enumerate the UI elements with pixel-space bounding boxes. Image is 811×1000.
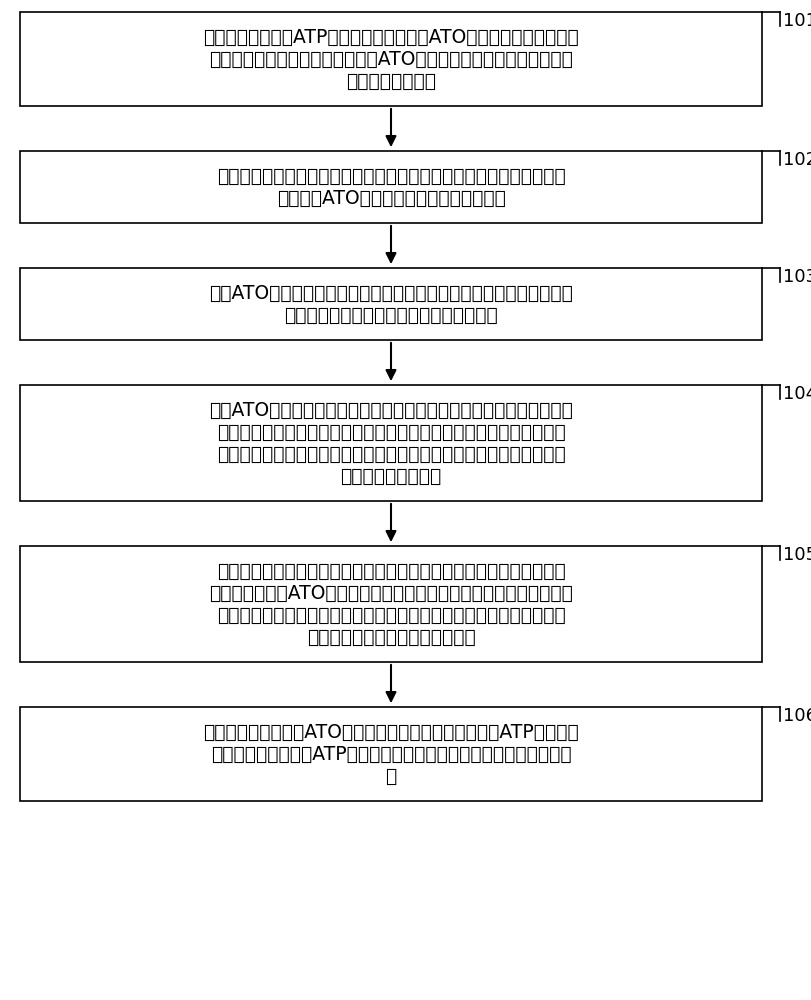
Text: 列车自动防护系统ATP向列车自动驾驶系统ATO发送跳跃指令，并延时: 列车自动防护系统ATP向列车自动驾驶系统ATO发送跳跃指令，并延时: [203, 27, 578, 46]
Text: 105: 105: [782, 546, 811, 564]
Text: 级位归零，所述ATO延时预设第四时间段后，向所述列车的制动系统发: 级位归零，所述ATO延时预设第四时间段后，向所述列车的制动系统发: [208, 584, 573, 602]
Text: 段后，向所述列车的牵引系统发送携带有预设牵引级位的指令，以使所: 段后，向所述列车的牵引系统发送携带有预设牵引级位的指令，以使所: [217, 422, 564, 442]
Text: 预设第一时间段后，向列车和所述ATO同时发送方向指令，所述方向指: 预设第一时间段后，向列车和所述ATO同时发送方向指令，所述方向指: [208, 49, 573, 68]
Text: 令输出制动力控制列车减速至停稳: 令输出制动力控制列车减速至停稳: [307, 628, 474, 647]
Text: 述牵引系统根据所述牵引指令和预设牵引级位输出牵引力控制所述列车: 述牵引系统根据所述牵引指令和预设牵引级位输出牵引力控制所述列车: [217, 444, 564, 464]
Text: 104: 104: [782, 385, 811, 403]
Text: 所述ATO在接收到所述方向指令和所述有效反馈后，延时预设第二时间: 所述ATO在接收到所述方向指令和所述有效反馈后，延时预设第二时间: [208, 284, 573, 302]
Text: 向所述跳跃方向跳跃: 向所述跳跃方向跳跃: [340, 466, 441, 486]
Text: 送携带有预设制动级位的制动指令，以使所述制动系统根据所述制动指: 送携带有预设制动级位的制动指令，以使所述制动系统根据所述制动指: [217, 605, 564, 624]
Bar: [20, 707, 761, 801]
Bar: [20, 151, 761, 223]
Text: 并向所述ATO发送所述方向指令的有效反馈: 并向所述ATO发送所述方向指令的有效反馈: [277, 188, 504, 208]
Text: 101: 101: [782, 12, 811, 30]
Text: 102: 102: [782, 151, 811, 169]
Text: 段后，向所述列车的牵引系统发送牵引指令: 段后，向所述列车的牵引系统发送牵引指令: [284, 306, 497, 324]
Text: 完成信息，以使所述ATP在接收到所述跳跃完成信息后确定本次跳跃完: 完成信息，以使所述ATP在接收到所述跳跃完成信息后确定本次跳跃完: [210, 744, 571, 764]
Bar: [20, 546, 761, 662]
Text: 106: 106: [782, 707, 811, 725]
Text: 所述列车在接收到所述方向指令后，完成所述方向指令的跳跃准备后，: 所述列车在接收到所述方向指令后，完成所述方向指令的跳跃准备后，: [217, 166, 564, 186]
Text: 所述ATO在向所述列车的牵引系统发送牵引指令后，延时预设第三时间: 所述ATO在向所述列车的牵引系统发送牵引指令后，延时预设第三时间: [208, 400, 573, 420]
Text: 在跳跃距离达到预设距离后，所述牵引系统接收的牵引指令无效且牵引: 在跳跃距离达到预设距离后，所述牵引系统接收的牵引指令无效且牵引: [217, 562, 564, 580]
Text: 成: 成: [385, 766, 396, 786]
Bar: [20, 12, 761, 106]
Bar: [20, 385, 761, 501]
Text: 令携带有跳跃方向: 令携带有跳跃方向: [345, 72, 436, 91]
Text: 在列车停稳后，所述ATO延时预设第五时间段后，向所述ATP发送跳跃: 在列车停稳后，所述ATO延时预设第五时间段后，向所述ATP发送跳跃: [203, 722, 578, 742]
Bar: [20, 268, 761, 340]
Text: 103: 103: [782, 268, 811, 286]
